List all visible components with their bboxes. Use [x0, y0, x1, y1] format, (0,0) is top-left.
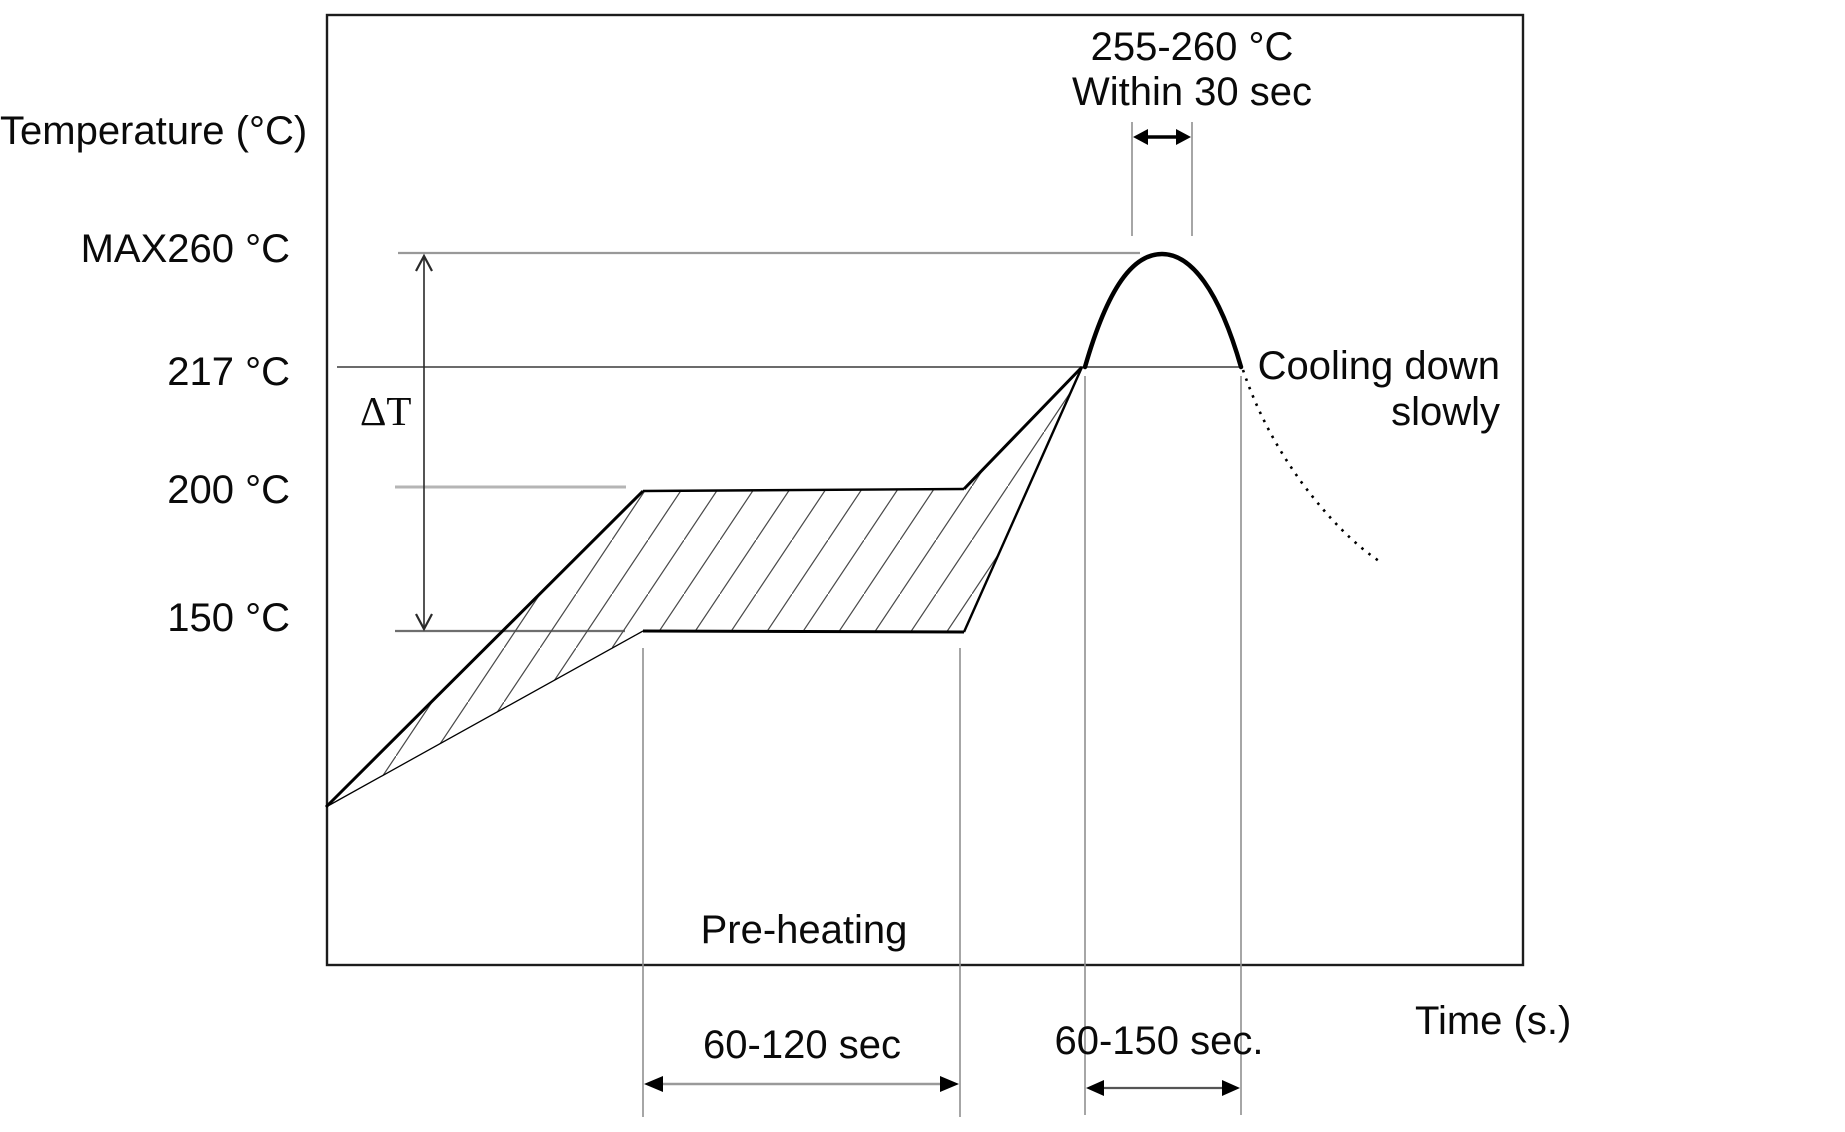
- preheating-band-hatched-area: [326, 367, 1082, 807]
- preheat-duration-arrow: [644, 1076, 959, 1092]
- reflow-duration-label: 60-150 sec.: [1054, 1019, 1264, 1063]
- peak-annotation-temp: 255-260 °C: [1090, 25, 1294, 69]
- delta-t-arrow: [415, 253, 433, 632]
- cooling-annotation: Cooling down slowly: [1258, 343, 1500, 435]
- peak-annotation-time: Within 30 sec: [1071, 70, 1313, 114]
- guide-lines: [642, 122, 1242, 1117]
- tick-label-max260: MAX260 °C: [80, 227, 290, 271]
- y-axis-title: Temperature (°C): [0, 109, 308, 153]
- chart-border: [325, 13, 1525, 967]
- reflow-duration-arrow: [1086, 1080, 1240, 1096]
- x-axis-title: Time (s.): [1415, 999, 1572, 1043]
- preheat-duration-label: 60-120 sec: [703, 1023, 901, 1067]
- cooling-annotation-line2: slowly: [1391, 390, 1500, 434]
- peak-annotation: 255-260 °C Within 30 sec: [992, 25, 1392, 115]
- cooling-curve-dotted: [1241, 369, 1380, 563]
- tick-label-200: 200 °C: [167, 468, 290, 512]
- delta-t-label: ΔT: [360, 388, 412, 434]
- preheating-label: Pre-heating: [700, 908, 908, 952]
- profile-band-outline: [324, 365, 1084, 809]
- cooling-annotation-line1: Cooling down: [1257, 344, 1500, 388]
- within-30-sec-arrow: [1133, 129, 1191, 145]
- reflow-peak-curve: [1082, 251, 1244, 370]
- tick-label-150: 150 °C: [167, 596, 290, 640]
- tick-label-217: 217 °C: [167, 350, 290, 394]
